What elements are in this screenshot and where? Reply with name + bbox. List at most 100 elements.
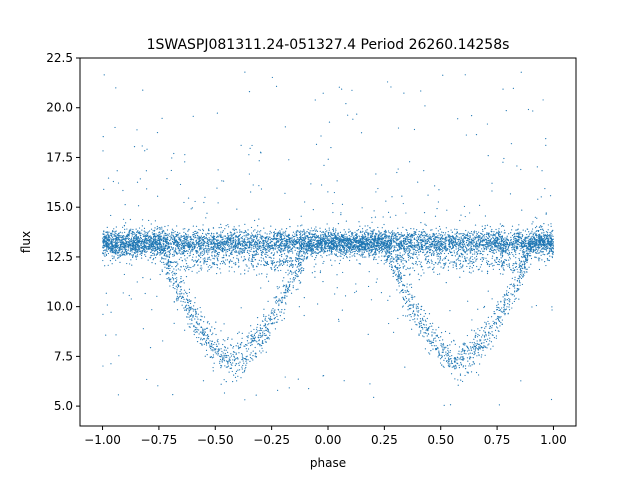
data-point (487, 344, 489, 346)
data-point (408, 251, 411, 253)
data-point (245, 366, 247, 369)
data-point (188, 299, 190, 301)
data-point (215, 353, 217, 355)
data-point (213, 249, 215, 251)
data-point (227, 337, 229, 339)
data-point (270, 232, 272, 234)
data-point (458, 350, 460, 352)
data-point (153, 249, 155, 251)
data-point (449, 252, 452, 254)
data-point (438, 261, 440, 263)
data-point (461, 353, 463, 355)
data-point (532, 221, 534, 223)
data-point (512, 267, 514, 269)
data-point (278, 261, 281, 263)
data-point (451, 360, 453, 362)
data-point (202, 247, 204, 249)
data-point (542, 228, 544, 230)
data-point (298, 231, 300, 233)
data-point (302, 269, 305, 272)
data-point (455, 234, 458, 237)
data-point (516, 245, 518, 248)
data-point (274, 317, 276, 319)
data-point (213, 233, 215, 235)
data-point (434, 215, 437, 217)
data-point (270, 311, 272, 313)
data-point (230, 247, 232, 249)
data-point (503, 312, 505, 314)
data-point (466, 247, 468, 249)
data-point (188, 304, 190, 307)
data-point (208, 258, 210, 260)
data-point (354, 247, 357, 249)
data-point (218, 252, 220, 254)
data-point (169, 269, 171, 272)
data-point (392, 230, 394, 232)
data-point (475, 245, 477, 247)
data-point (406, 229, 408, 231)
data-point (328, 254, 330, 256)
data-point (461, 249, 463, 251)
data-point (243, 235, 245, 237)
data-point (267, 244, 270, 246)
data-point (387, 211, 390, 213)
data-point (264, 264, 266, 267)
data-point (403, 299, 406, 301)
data-point (389, 254, 391, 256)
data-point (256, 238, 258, 240)
data-point (183, 293, 185, 295)
data-point (190, 308, 192, 310)
data-point (419, 325, 421, 327)
data-point (427, 340, 429, 342)
data-point (364, 236, 366, 238)
data-point (255, 247, 257, 249)
data-point (119, 231, 122, 233)
data-point (406, 315, 409, 317)
data-point (207, 270, 209, 272)
data-point (230, 353, 232, 355)
data-point (179, 282, 181, 284)
data-point (283, 243, 285, 245)
data-point (511, 234, 514, 237)
data-point (169, 264, 171, 266)
data-point (497, 260, 499, 263)
data-point (269, 320, 271, 322)
data-point (253, 257, 255, 259)
data-point (501, 245, 503, 247)
data-point (410, 316, 412, 318)
data-point (269, 230, 271, 232)
data-point (407, 305, 409, 308)
data-point (505, 242, 507, 244)
data-point (152, 230, 154, 232)
data-point (473, 348, 475, 350)
data-point (218, 227, 220, 229)
data-point (226, 244, 229, 247)
data-point (150, 251, 153, 253)
data-point (261, 273, 263, 275)
data-point (264, 339, 266, 341)
data-point (111, 243, 113, 245)
data-point (498, 259, 500, 261)
data-point (169, 250, 171, 252)
data-point (414, 318, 416, 320)
data-point (497, 230, 500, 232)
data-point (211, 262, 214, 264)
data-point (433, 345, 435, 347)
data-point (131, 264, 133, 266)
data-point (206, 263, 208, 265)
data-point (489, 242, 491, 245)
data-point (210, 235, 212, 237)
data-point (285, 271, 287, 274)
data-point (479, 345, 481, 347)
data-point (240, 231, 242, 233)
data-point (389, 232, 391, 234)
data-point (549, 231, 551, 234)
data-point (188, 229, 190, 231)
data-point (250, 260, 252, 262)
data-point (264, 319, 266, 321)
data-point (260, 344, 263, 347)
data-point (387, 230, 390, 232)
data-point (501, 251, 503, 253)
data-point (397, 270, 399, 272)
data-point (409, 249, 412, 251)
